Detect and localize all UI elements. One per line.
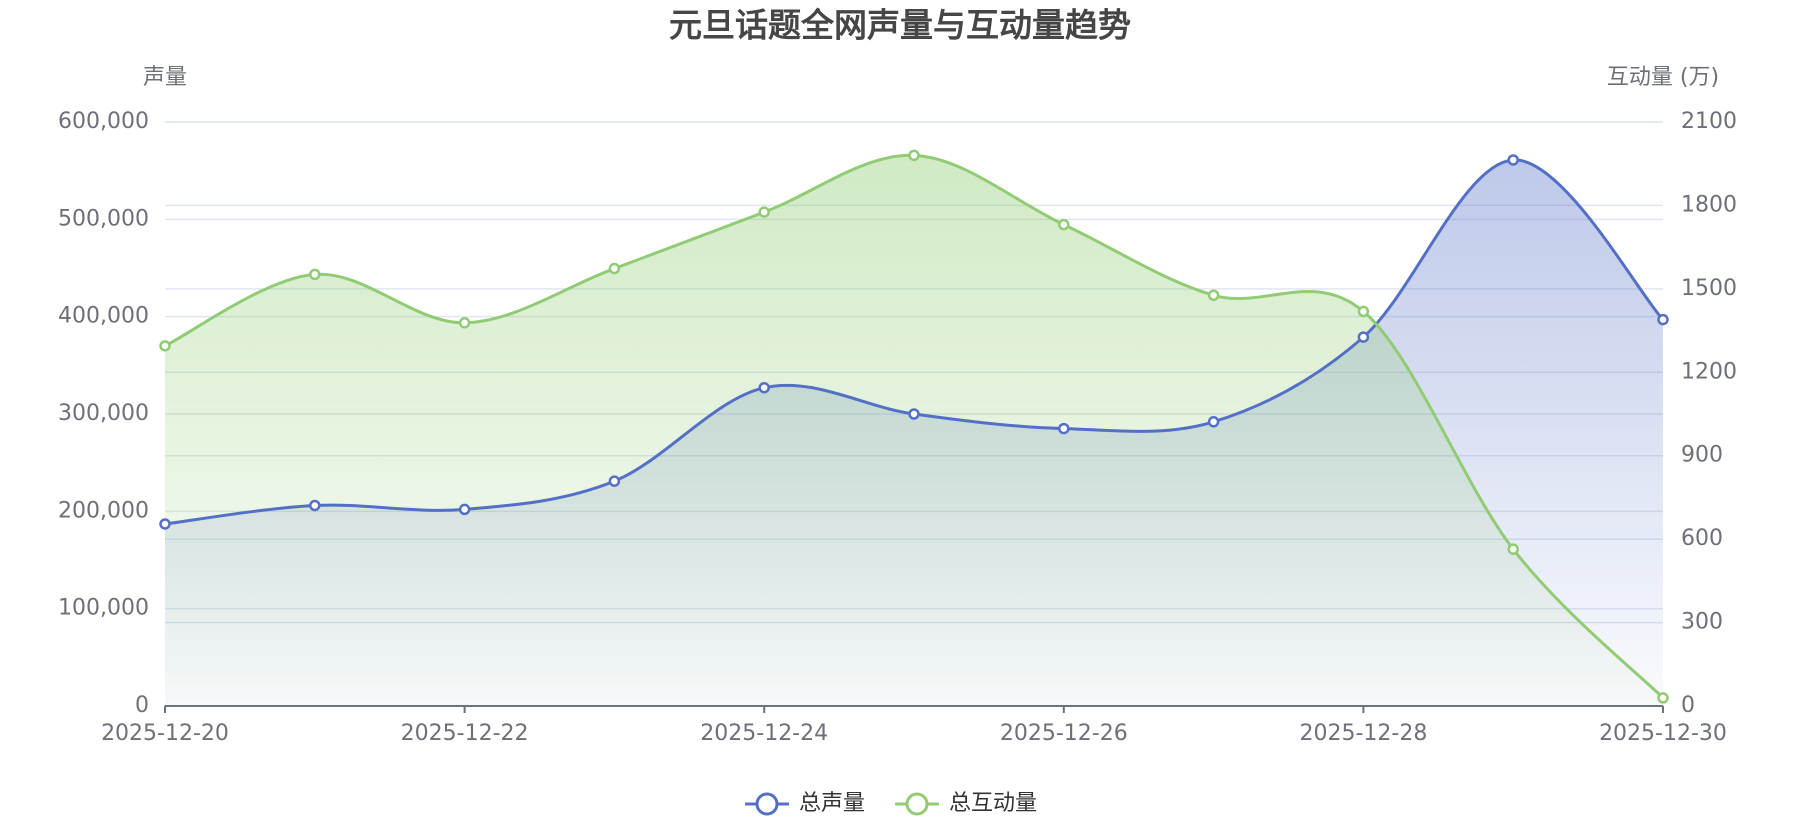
- point: [309, 499, 321, 512]
- x-tick-label: 2025-12-24: [700, 721, 828, 746]
- x-tick-label: 2025-12-22: [401, 721, 529, 746]
- point: [458, 503, 471, 516]
- point: [608, 262, 621, 275]
- y-tick-label: 600,000: [58, 109, 149, 134]
- y-tick-label: 400,000: [58, 304, 149, 329]
- point: [1357, 331, 1370, 343]
- y-tick-label: 100,000: [58, 596, 149, 621]
- chart-title: 元旦话题全网声量与互动量趋势: [669, 6, 1131, 45]
- point: [159, 340, 171, 352]
- point: [1657, 313, 1669, 326]
- point: [1058, 422, 1070, 435]
- y2-tick-label: 2100: [1681, 109, 1737, 134]
- x-tick-label: 2025-12-20: [101, 721, 229, 746]
- point: [608, 475, 621, 487]
- legend-marker: [905, 792, 929, 816]
- point: [1657, 692, 1669, 704]
- point: [159, 518, 171, 530]
- legend-label: 总互动量: [949, 791, 1037, 816]
- point: [908, 149, 920, 162]
- x-tick-label: 2025-12-26: [1000, 721, 1128, 746]
- point: [758, 381, 770, 394]
- y2-tick-label: 600: [1681, 526, 1723, 551]
- x-tick-label: 2025-12-30: [1599, 721, 1727, 746]
- point: [758, 206, 770, 218]
- y-axis-title: 声量: [143, 65, 187, 90]
- legend-label: 总声量: [799, 791, 865, 816]
- y2-tick-label: 300: [1681, 610, 1723, 635]
- point: [1357, 305, 1370, 318]
- legend-marker: [755, 792, 779, 816]
- y2-tick-label: 1200: [1681, 359, 1737, 384]
- point: [1058, 218, 1070, 231]
- y-tick-label: 0: [135, 693, 149, 718]
- x-tick-label: 2025-12-28: [1299, 721, 1427, 746]
- y2-tick-label: 0: [1681, 693, 1695, 718]
- y2-tick-label: 900: [1681, 443, 1723, 468]
- y-tick-label: 300,000: [58, 401, 149, 426]
- point: [1507, 154, 1519, 166]
- y2-tick-label: 1800: [1681, 192, 1737, 217]
- line: [164, 153, 1665, 699]
- point: [1207, 289, 1220, 302]
- point: [1507, 543, 1519, 555]
- y2-tick-label: 1500: [1681, 276, 1737, 301]
- y-tick-label: 200,000: [58, 498, 149, 523]
- point: [1207, 416, 1220, 428]
- y-tick-label: 500,000: [58, 206, 149, 231]
- point: [309, 268, 321, 281]
- point: [908, 408, 920, 420]
- point: [458, 317, 471, 329]
- line: [164, 158, 1665, 526]
- y2-axis-title: 互动量 (万): [1607, 65, 1719, 90]
